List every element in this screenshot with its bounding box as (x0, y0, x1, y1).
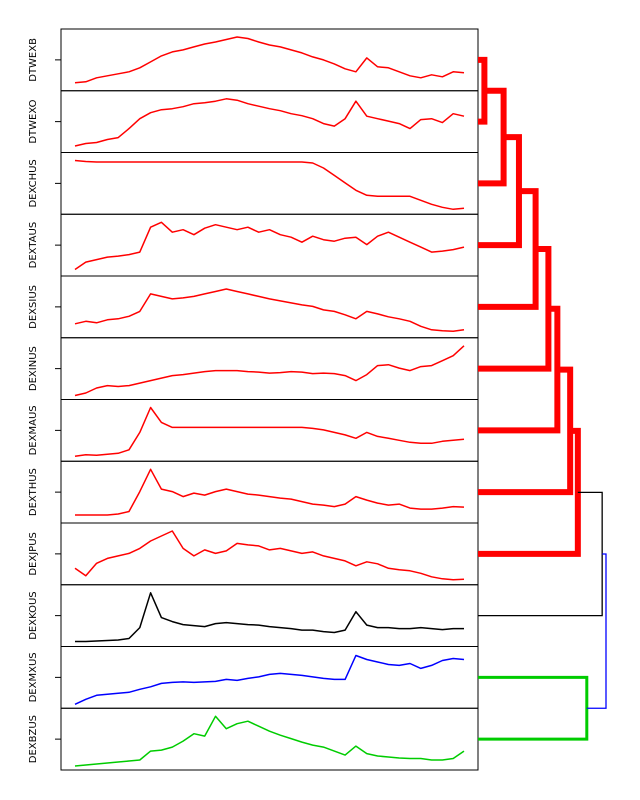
panel-label: DTWEXB (28, 38, 39, 82)
panel-frame (60, 707, 479, 771)
panel-label: DEXTHUS (28, 468, 39, 516)
panel-dexinus: DEXINUS (28, 337, 479, 400)
series-line-dexsius (74, 288, 465, 333)
panel-dexchus: DEXCHUS (28, 152, 479, 215)
panel-label: DEXJPUS (28, 532, 39, 576)
dendrogram-link (478, 675, 589, 741)
series-line-dtwexb (74, 36, 465, 84)
panel-dexmaus: DEXMAUS (28, 399, 479, 462)
dendrogram-link (478, 134, 522, 249)
panel-dexsius: DEXSIUS (28, 275, 479, 339)
panel-frame (60, 90, 479, 153)
series-line-dtwexo (74, 98, 465, 147)
panel-label: DEXMXUS (28, 652, 39, 702)
panel-dexthus: DEXTHUS (28, 460, 479, 524)
panel-dexbzus: DEXBZUS (28, 707, 479, 771)
panel-dexmxus: DEXMXUS (28, 646, 479, 709)
dendrogram (478, 56, 607, 741)
panel-label: DEXKOUS (28, 591, 39, 639)
series-line-dexchus (74, 159, 465, 211)
panel-frame (60, 28, 479, 92)
panel-dexkous: DEXKOUS (28, 584, 479, 647)
series-line-dexmxus (74, 654, 465, 705)
series-line-dexjpus (74, 530, 465, 581)
panel-label: DEXBZUS (28, 715, 39, 763)
series-line-dexbzus (74, 715, 465, 767)
dendrogram-link (586, 553, 607, 709)
series-line-dextaus (74, 221, 465, 271)
panel-frame (60, 522, 479, 586)
panel-label: DEXINUS (28, 346, 39, 391)
dendrogram-link (478, 56, 488, 125)
panel-label: DEXCHUS (28, 159, 39, 207)
dendrogram-link (478, 188, 539, 310)
panel-label: DTWEXO (28, 99, 39, 143)
panel-frame (60, 275, 479, 339)
panel-frame (60, 460, 479, 524)
panel-frame (60, 646, 479, 709)
panel-label: DEXTAUS (28, 222, 39, 269)
series-line-dexmaus (74, 406, 465, 458)
panel-dextaus: DEXTAUS (28, 213, 479, 277)
panel-dexjpus: DEXJPUS (28, 522, 479, 586)
panel-dtwexo: DTWEXO (28, 90, 479, 153)
panel-label: DEXMAUS (28, 405, 39, 455)
panel-dtwexb: DTWEXB (28, 28, 479, 92)
series-line-dexthus (75, 468, 465, 516)
series-line-dexkous (75, 592, 464, 643)
series-line-dexinus (74, 345, 465, 397)
panel-frame (60, 584, 479, 647)
panel-label: DEXSIUS (28, 285, 39, 329)
